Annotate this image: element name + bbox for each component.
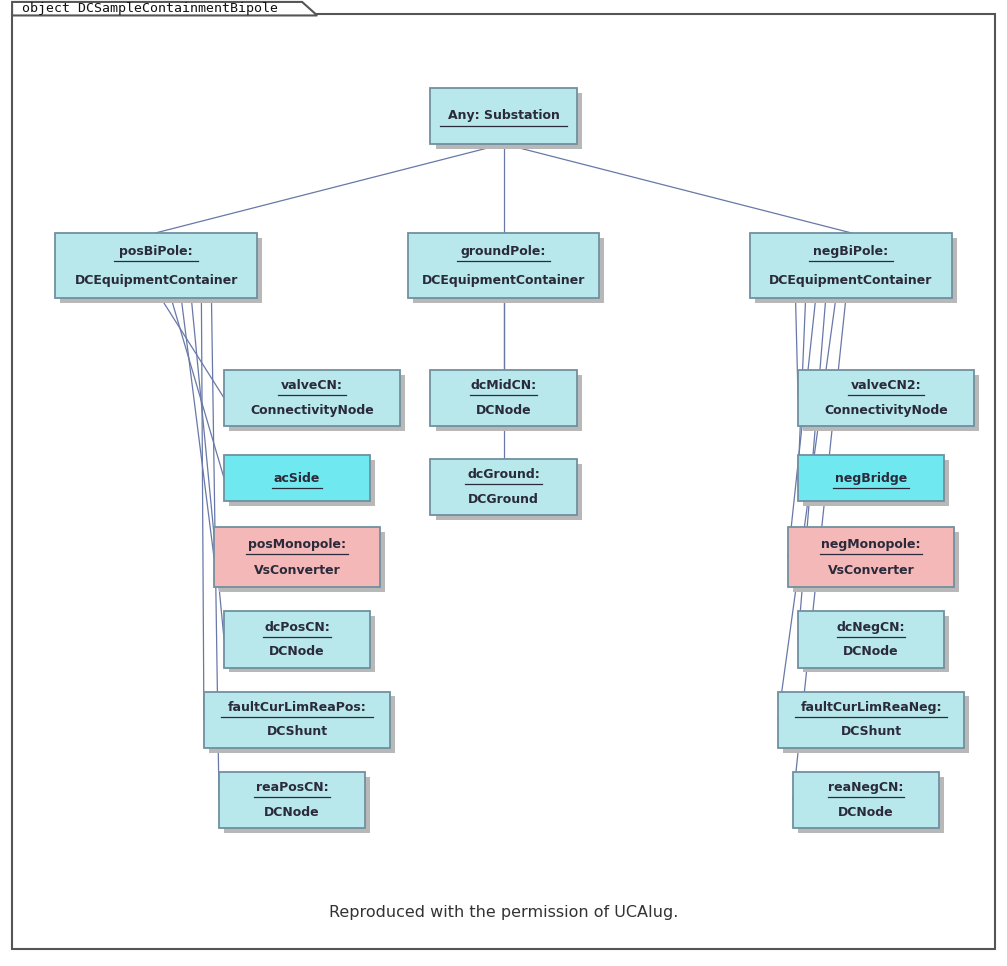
- Text: ConnectivityNode: ConnectivityNode: [825, 404, 948, 416]
- Text: Reproduced with the permission of UCAIug.: Reproduced with the permission of UCAIug…: [329, 905, 678, 921]
- FancyBboxPatch shape: [219, 772, 365, 828]
- Text: posBiPole:: posBiPole:: [119, 244, 193, 258]
- Text: ConnectivityNode: ConnectivityNode: [251, 404, 374, 416]
- Text: VsConverter: VsConverter: [254, 564, 340, 577]
- Text: DCShunt: DCShunt: [267, 725, 327, 738]
- FancyBboxPatch shape: [12, 14, 995, 949]
- FancyBboxPatch shape: [750, 233, 952, 298]
- Text: DCNode: DCNode: [269, 645, 325, 658]
- FancyBboxPatch shape: [224, 455, 370, 501]
- FancyBboxPatch shape: [203, 692, 390, 748]
- FancyBboxPatch shape: [804, 460, 949, 506]
- Text: negBridge: negBridge: [835, 471, 907, 485]
- Text: DCNode: DCNode: [264, 806, 320, 818]
- Text: acSide: acSide: [274, 471, 320, 485]
- Text: reaPosCN:: reaPosCN:: [256, 781, 328, 794]
- FancyBboxPatch shape: [435, 464, 582, 520]
- Text: dcGround:: dcGround:: [467, 469, 540, 481]
- Text: negBiPole:: negBiPole:: [814, 244, 888, 258]
- Text: DCNode: DCNode: [838, 806, 894, 818]
- FancyBboxPatch shape: [60, 238, 262, 303]
- FancyBboxPatch shape: [783, 696, 969, 753]
- Text: DCEquipmentContainer: DCEquipmentContainer: [769, 273, 932, 287]
- Text: DCNode: DCNode: [475, 404, 532, 416]
- Text: DCNode: DCNode: [843, 645, 899, 658]
- FancyBboxPatch shape: [798, 455, 945, 501]
- Text: object DCSampleContainmentBipole: object DCSampleContainmentBipole: [22, 2, 278, 15]
- FancyBboxPatch shape: [209, 696, 395, 753]
- FancyBboxPatch shape: [804, 616, 949, 672]
- Text: VsConverter: VsConverter: [828, 564, 914, 577]
- FancyBboxPatch shape: [224, 777, 370, 833]
- Text: DCEquipmentContainer: DCEquipmentContainer: [75, 273, 238, 287]
- Text: posMonopole:: posMonopole:: [248, 538, 346, 551]
- FancyBboxPatch shape: [229, 460, 375, 506]
- FancyBboxPatch shape: [230, 375, 405, 431]
- FancyBboxPatch shape: [793, 772, 939, 828]
- FancyBboxPatch shape: [55, 233, 257, 298]
- FancyBboxPatch shape: [224, 370, 400, 426]
- FancyBboxPatch shape: [431, 88, 576, 144]
- FancyBboxPatch shape: [793, 532, 959, 592]
- Text: negMonopole:: negMonopole:: [822, 538, 920, 551]
- FancyBboxPatch shape: [219, 532, 385, 592]
- Text: faultCurLimReaPos:: faultCurLimReaPos:: [228, 701, 367, 714]
- FancyBboxPatch shape: [408, 233, 599, 298]
- FancyBboxPatch shape: [431, 370, 576, 426]
- Text: dcNegCN:: dcNegCN:: [837, 621, 905, 634]
- Text: DCShunt: DCShunt: [841, 725, 901, 738]
- FancyBboxPatch shape: [229, 616, 375, 672]
- FancyBboxPatch shape: [755, 238, 957, 303]
- Text: DCEquipmentContainer: DCEquipmentContainer: [422, 273, 585, 287]
- FancyBboxPatch shape: [413, 238, 604, 303]
- FancyBboxPatch shape: [798, 370, 975, 426]
- Text: faultCurLimReaNeg:: faultCurLimReaNeg:: [801, 701, 942, 714]
- Text: valveCN2:: valveCN2:: [851, 380, 921, 392]
- Text: groundPole:: groundPole:: [461, 244, 546, 258]
- FancyBboxPatch shape: [787, 527, 955, 587]
- Polygon shape: [12, 2, 317, 15]
- FancyBboxPatch shape: [804, 375, 979, 431]
- Text: reaNegCN:: reaNegCN:: [829, 781, 903, 794]
- FancyBboxPatch shape: [777, 692, 964, 748]
- Text: dcPosCN:: dcPosCN:: [264, 621, 330, 634]
- FancyBboxPatch shape: [435, 375, 582, 431]
- FancyBboxPatch shape: [213, 527, 380, 587]
- FancyBboxPatch shape: [435, 93, 582, 149]
- FancyBboxPatch shape: [224, 611, 370, 668]
- Text: Any: Substation: Any: Substation: [447, 109, 560, 123]
- FancyBboxPatch shape: [798, 611, 945, 668]
- Text: dcMidCN:: dcMidCN:: [470, 380, 537, 392]
- Text: valveCN:: valveCN:: [281, 380, 343, 392]
- FancyBboxPatch shape: [798, 777, 945, 833]
- Text: DCGround: DCGround: [468, 493, 539, 505]
- FancyBboxPatch shape: [431, 459, 576, 515]
